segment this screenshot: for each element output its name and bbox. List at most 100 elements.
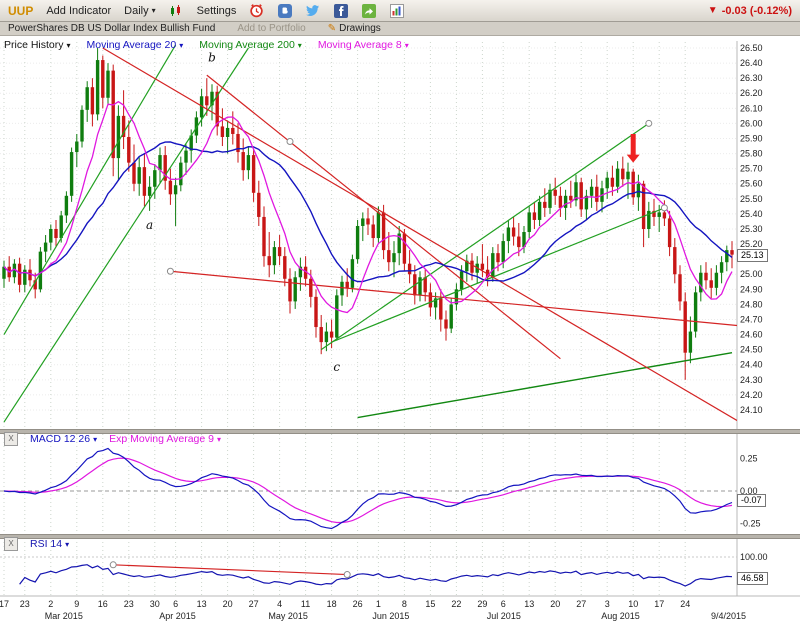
svg-text:11: 11: [301, 599, 310, 609]
last-price-label: 25.13: [737, 249, 768, 262]
svg-text:Jun 2015: Jun 2015: [372, 611, 409, 621]
svg-text:23: 23: [124, 599, 134, 609]
chevron-down-icon: ▾: [179, 40, 184, 50]
rsi-value-label: 46.58: [737, 572, 768, 585]
rsi-label[interactable]: RSI 14 ▾: [30, 538, 69, 550]
add-indicator-button[interactable]: Add Indicator: [46, 4, 112, 17]
macd-label[interactable]: MACD 12 26 ▾: [30, 433, 97, 445]
chart-area: a b c 26.50 26.40 26.30 26.20 26.10 26.00 25.90 25…: [0, 36, 800, 627]
svg-text:c: c: [333, 360, 340, 374]
svg-text:Jul 2015: Jul 2015: [487, 611, 521, 621]
svg-text:18: 18: [327, 599, 337, 609]
chevron-down-icon: ▾: [93, 434, 98, 444]
svg-text:13: 13: [197, 599, 207, 609]
svg-text:25.20: 25.20: [740, 239, 763, 249]
svg-text:6: 6: [501, 599, 506, 609]
symbol-label: UUP: [8, 3, 34, 18]
pencil-icon: ✎: [327, 23, 337, 34]
svg-text:27: 27: [249, 599, 259, 609]
svg-text:30: 30: [150, 599, 160, 609]
chart-icon[interactable]: [389, 3, 404, 18]
chevron-down-icon: ▾: [66, 40, 71, 50]
svg-text:0.25: 0.25: [740, 454, 758, 464]
svg-text:24.70: 24.70: [740, 314, 763, 324]
change-text: -0.03 (-0.12%): [721, 4, 792, 17]
svg-text:17: 17: [654, 599, 664, 609]
svg-text:Mar 2015: Mar 2015: [45, 611, 83, 621]
svg-text:b: b: [208, 51, 216, 65]
macd-header: X MACD 12 26 ▾ Exp Moving Average 9 ▾: [4, 432, 221, 446]
macd-signal-label[interactable]: Exp Moving Average 9 ▾: [109, 433, 221, 445]
rsi-label-text: RSI 14: [30, 538, 63, 550]
settings-button[interactable]: Settings: [196, 4, 237, 17]
chevron-down-icon: ▾: [404, 40, 409, 50]
twitter-icon[interactable]: [305, 3, 320, 18]
facebook-icon[interactable]: [333, 3, 348, 18]
svg-text:25.80: 25.80: [740, 149, 763, 159]
svg-text:23: 23: [20, 599, 30, 609]
rsi-close-button[interactable]: X: [4, 537, 18, 551]
svg-text:26.50: 26.50: [740, 43, 763, 53]
svg-text:0.00: 0.00: [740, 486, 758, 496]
svg-text:26.40: 26.40: [740, 58, 763, 68]
svg-text:Aug 2015: Aug 2015: [601, 611, 640, 621]
svg-text:26: 26: [353, 599, 363, 609]
svg-text:10: 10: [628, 599, 638, 609]
blog-icon[interactable]: [277, 3, 292, 18]
macd-signal-label-text: Exp Moving Average 9: [109, 433, 214, 445]
svg-text:9: 9: [74, 599, 79, 609]
toolbar: UUP Add Indicator Daily ▾ Settings: [0, 0, 800, 22]
svg-text:25.60: 25.60: [740, 179, 763, 189]
legend-price-history[interactable]: Price History ▾: [4, 39, 71, 51]
down-arrow-icon: ▼: [707, 5, 718, 16]
svg-text:25.50: 25.50: [740, 194, 763, 204]
legend-ma8-label: Moving Average 8: [317, 39, 402, 51]
chevron-down-icon: ▾: [217, 434, 222, 444]
svg-text:29: 29: [477, 599, 487, 609]
svg-text:20: 20: [550, 599, 560, 609]
svg-text:4: 4: [277, 599, 282, 609]
legend-ma200[interactable]: Moving Average 200 ▾: [199, 39, 302, 51]
svg-text:24.90: 24.90: [740, 284, 763, 294]
timeframe-value: Daily: [124, 4, 149, 17]
svg-text:1: 1: [376, 599, 381, 609]
svg-text:2: 2: [48, 599, 53, 609]
svg-text:13: 13: [524, 599, 534, 609]
chart-style-icon[interactable]: [169, 3, 184, 18]
svg-text:17: 17: [0, 599, 9, 609]
svg-text:8: 8: [402, 599, 407, 609]
svg-text:100.00: 100.00: [740, 552, 768, 562]
svg-text:a: a: [146, 218, 153, 232]
timeframe-dropdown[interactable]: Daily ▾: [124, 5, 155, 17]
alarm-icon[interactable]: [249, 3, 264, 18]
svg-text:May 2015: May 2015: [268, 611, 308, 621]
legend-ma8[interactable]: Moving Average 8 ▾: [318, 39, 409, 51]
svg-text:20: 20: [223, 599, 233, 609]
svg-text:24.60: 24.60: [740, 330, 763, 340]
svg-text:24.30: 24.30: [740, 375, 763, 385]
svg-text:6: 6: [173, 599, 178, 609]
legend-ma200-label: Moving Average 200: [199, 39, 295, 51]
drawings-button[interactable]: ✎ Drawings: [328, 23, 381, 34]
chevron-down-icon: ▾: [65, 539, 70, 549]
share-icon[interactable]: [361, 3, 376, 18]
svg-text:16: 16: [98, 599, 108, 609]
chevron-down-icon: ▾: [151, 6, 156, 15]
legend-ma20[interactable]: Moving Average 20 ▾: [87, 39, 184, 51]
price-change: ▼ -0.03 (-0.12%): [708, 5, 792, 17]
svg-text:24.80: 24.80: [740, 299, 763, 309]
svg-text:9/4/2015: 9/4/2015: [711, 611, 746, 621]
drawings-label: Drawings: [339, 23, 381, 34]
svg-text:-0.25: -0.25: [740, 519, 761, 529]
price-chart-svg[interactable]: a b c 26.50 26.40 26.30 26.20 26.10 26.00 25.90 25…: [0, 36, 800, 627]
svg-text:26.10: 26.10: [740, 103, 763, 113]
svg-text:24.40: 24.40: [740, 360, 763, 370]
rsi-header: X RSI 14 ▾: [4, 537, 69, 551]
svg-text:25.30: 25.30: [740, 224, 763, 234]
legend-ma20-label: Moving Average 20: [86, 39, 177, 51]
svg-text:Apr 2015: Apr 2015: [159, 611, 196, 621]
svg-text:26.30: 26.30: [740, 73, 763, 83]
add-to-portfolio-button[interactable]: Add to Portfolio: [237, 23, 306, 34]
svg-text:25.90: 25.90: [740, 133, 763, 143]
macd-close-button[interactable]: X: [4, 432, 18, 446]
